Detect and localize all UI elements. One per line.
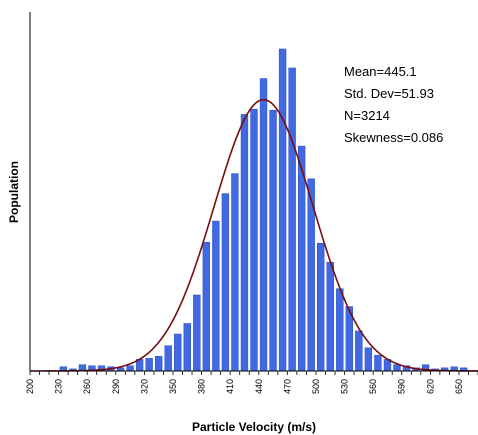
- stat-mean: Mean=445.1: [344, 64, 417, 79]
- stat-n: N=3214: [344, 108, 390, 123]
- x-tick-label-14: 620: [425, 379, 435, 394]
- x-tick-label-8: 440: [254, 379, 264, 394]
- histogram-bar-27: [317, 242, 325, 372]
- histogram-bar-20: [250, 108, 258, 372]
- x-tick-label-15: 650: [454, 379, 464, 394]
- x-tick-label-2: 260: [82, 379, 92, 394]
- stats-annotation: Mean=445.1 Std. Dev=51.93 N=3214 Skewnes…: [344, 64, 443, 145]
- x-tick-label-1: 230: [54, 379, 64, 394]
- y-axis-title: Population: [7, 161, 21, 223]
- x-tick-label-7: 410: [225, 379, 235, 394]
- histogram-bar-22: [269, 109, 277, 372]
- x-axis-title: Particle Velocity (m/s): [192, 420, 316, 434]
- x-tick-label-12: 560: [368, 379, 378, 394]
- x-tick-label-0: 200: [25, 379, 35, 394]
- x-tick-label-13: 590: [397, 379, 407, 394]
- histogram-bar-10: [155, 355, 163, 372]
- histogram-bar-9: [145, 358, 153, 372]
- x-tick-label-4: 320: [139, 379, 149, 394]
- histogram-bar-24: [288, 67, 296, 372]
- histogram-bar-12: [174, 333, 182, 372]
- x-tick-label-10: 500: [311, 379, 321, 394]
- histogram-bar-14: [193, 294, 201, 372]
- x-tick-label-3: 290: [111, 379, 121, 394]
- histogram-bar-13: [183, 323, 191, 372]
- histogram-bar-21: [259, 78, 268, 372]
- histogram-bar-11: [164, 345, 172, 372]
- histogram-bar-7: [126, 365, 134, 372]
- histogram-bar-31: [355, 330, 363, 372]
- x-tick-label-6: 380: [197, 379, 207, 394]
- stat-skewness: Skewness=0.086: [344, 130, 443, 145]
- histogram-bar-25: [297, 145, 306, 372]
- histogram-bar-29: [336, 288, 344, 372]
- x-ticks-layer: 200 230 260 290 320 350 380 410 440 470 500 530 560 5…: [25, 371, 478, 394]
- histogram-bar-15: [202, 241, 211, 372]
- x-tick-label-5: 350: [168, 379, 178, 394]
- histogram-bar-32: [364, 347, 373, 372]
- x-tick-label-11: 530: [340, 379, 350, 394]
- histogram-bar-19: [240, 114, 249, 372]
- histogram-bar-18: [231, 173, 239, 372]
- normal-fit-curve: [30, 98, 478, 372]
- histogram-bar-16: [212, 220, 220, 372]
- histogram-bar-23: [278, 48, 287, 372]
- histogram-bar-28: [326, 261, 334, 372]
- x-tick-label-9: 470: [282, 379, 292, 394]
- histogram-bar-35: [393, 364, 401, 372]
- histogram-bar-33: [374, 354, 382, 372]
- stat-std-dev: Std. Dev=51.93: [344, 86, 434, 101]
- bars-layer: [59, 48, 468, 372]
- histogram-bar-17: [221, 193, 230, 372]
